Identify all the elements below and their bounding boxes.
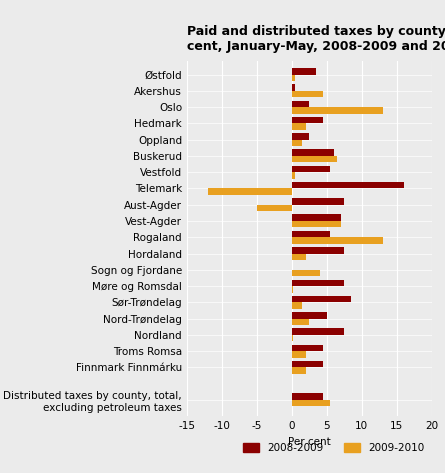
Bar (292, 345, 323, 351)
Bar (292, 198, 344, 205)
Bar (292, 247, 344, 254)
Bar (292, 172, 295, 179)
Bar (292, 84, 295, 91)
Bar (292, 368, 306, 374)
Bar (292, 182, 404, 188)
Legend: 2008-2009, 2009-2010: 2008-2009, 2009-2010 (239, 438, 429, 457)
Bar (292, 101, 309, 107)
Bar (292, 296, 351, 302)
Bar (292, 91, 323, 97)
Bar (292, 319, 309, 325)
Bar (292, 254, 306, 260)
Bar (292, 156, 337, 162)
X-axis label: Per cent: Per cent (288, 437, 331, 447)
Bar (292, 107, 383, 114)
Bar (292, 312, 327, 319)
Text: Paid and distributed taxes by county municipality. Change in per
cent, January-M: Paid and distributed taxes by county mun… (187, 26, 445, 53)
Bar (292, 394, 323, 400)
Bar (292, 166, 330, 172)
Bar (292, 214, 341, 221)
Bar (292, 351, 306, 358)
Bar (292, 117, 323, 123)
Bar (292, 68, 316, 75)
Bar (292, 280, 344, 286)
Bar (292, 286, 293, 293)
Bar (292, 361, 323, 368)
Bar (292, 302, 302, 309)
Bar (292, 328, 344, 335)
Bar (292, 231, 330, 237)
Bar (292, 149, 334, 156)
Bar (292, 75, 295, 81)
Bar (292, 123, 306, 130)
Bar (292, 133, 309, 140)
Bar (292, 400, 330, 406)
Bar (257, 205, 292, 211)
Bar (292, 237, 383, 244)
Bar (208, 188, 292, 195)
Bar (292, 270, 320, 276)
Bar (292, 221, 341, 228)
Bar (292, 335, 293, 342)
Bar (292, 140, 302, 146)
